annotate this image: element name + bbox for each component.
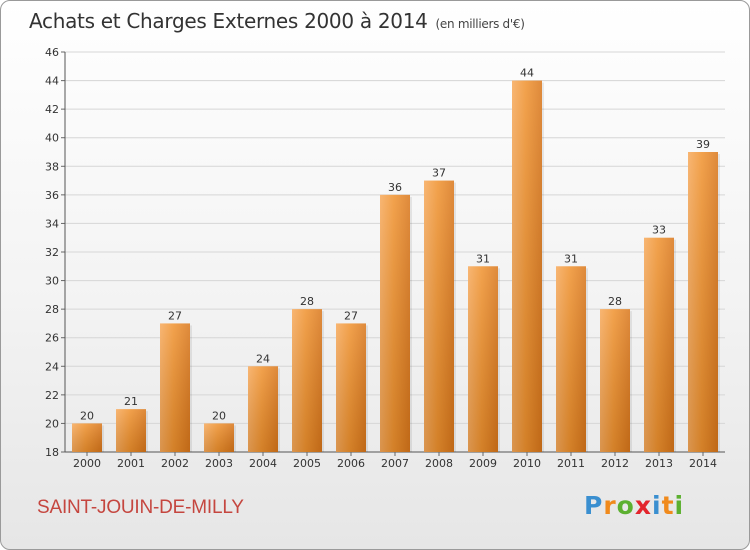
x-tick-label: 2011 [557,457,585,470]
y-tick-label: 34 [45,217,59,230]
x-tick-label: 2001 [117,457,145,470]
x-tick-label: 2002 [161,457,189,470]
data-label: 21 [124,395,138,408]
bar-shade [380,194,410,452]
chart-subtitle: (en milliers d'€) [435,17,525,31]
bar-shade [204,423,234,452]
data-label: 36 [388,181,402,194]
bar-shade [116,409,146,452]
data-label: 20 [212,409,226,422]
logo-letter: x [634,491,652,520]
y-tick-label: 32 [45,246,59,259]
x-tick-label: 2005 [293,457,321,470]
x-tick-label: 2010 [513,457,541,470]
x-tick-label: 2012 [601,457,629,470]
x-tick-label: 2007 [381,457,409,470]
bar-shade [688,152,718,452]
bar-shade [556,266,586,452]
chart-title: Achats et Charges Externes 2000 à 2014 (e… [29,9,525,33]
bar-shade [160,323,190,452]
y-tick-label: 30 [45,275,59,288]
x-tick-label: 2004 [249,457,277,470]
y-tick-label: 38 [45,160,59,173]
y-tick-label: 44 [45,75,59,88]
data-label: 27 [168,309,182,322]
data-label: 33 [652,224,666,237]
data-label: 39 [696,138,710,151]
chart-title-text: Achats et Charges Externes 2000 à 2014 [29,9,428,33]
y-tick-label: 40 [45,132,59,145]
y-tick-label: 36 [45,189,59,202]
y-tick-label: 24 [45,360,59,373]
x-tick-label: 2009 [469,457,497,470]
bars [72,80,720,453]
bar-shade [292,309,322,452]
x-tick-label: 2006 [337,457,365,470]
data-label: 37 [432,167,446,180]
logo-letter: o [616,491,635,520]
data-label: 27 [344,309,358,322]
bar-shade [644,237,674,452]
y-tick-label: 42 [45,103,59,116]
bar-shade [248,366,278,452]
bar-shade [336,323,366,452]
y-tick-label: 22 [45,389,59,402]
y-tick-label: 26 [45,332,59,345]
logo-letter: t [661,491,675,520]
data-label: 28 [608,295,622,308]
data-label: 31 [564,252,578,265]
y-tick-label: 18 [45,446,59,459]
bar-shade [424,180,454,453]
data-label: 24 [256,352,270,365]
logo-letter: i [674,491,685,520]
commune-name: SAINT-JOUIN-DE-MILLY [37,497,244,518]
x-tick-label: 2014 [689,457,717,470]
y-tick-label: 28 [45,303,59,316]
proxiti-logo[interactable]: Proxiti [584,491,684,520]
x-tick-label: 2008 [425,457,453,470]
data-label: 31 [476,252,490,265]
logo-letter: P [584,491,604,520]
bar-shade [72,423,102,452]
labels: 18 20 22 24 26 28 30 32 34 36 38 40 42 44 46 20 2000 21 20… [45,46,717,470]
y-tick-label: 20 [45,417,59,430]
x-tick-label: 2003 [205,457,233,470]
data-label: 44 [520,67,534,80]
y-tick-label: 46 [45,46,59,59]
logo-letter: r [603,491,617,520]
logo-letter: i [652,491,662,520]
data-label: 20 [80,409,94,422]
bar-shade [600,309,630,452]
x-tick-label: 2013 [645,457,673,470]
data-label: 28 [300,295,314,308]
x-tick-label: 2000 [73,457,101,470]
bar-shade [468,266,498,452]
bar-shade [512,80,542,453]
